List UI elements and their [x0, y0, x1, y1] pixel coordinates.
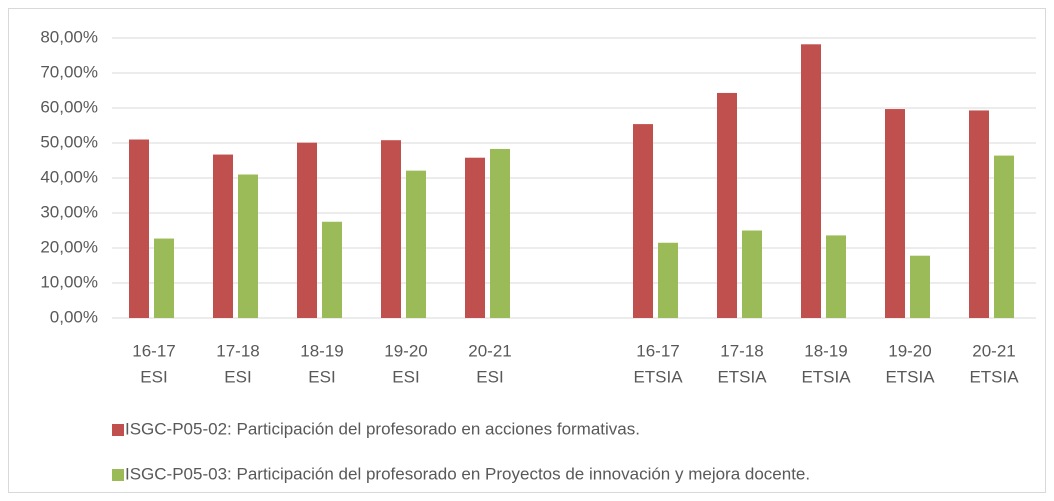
bar	[154, 238, 174, 318]
x-tick-label: 19-20	[888, 341, 931, 360]
bar	[238, 174, 258, 318]
bar	[465, 157, 485, 318]
x-tick-label: 20-21	[972, 341, 1015, 360]
bar	[994, 155, 1014, 318]
x-tick-label: 19-20	[384, 341, 427, 360]
bar	[742, 230, 762, 318]
x-tick-label: 18-19	[300, 341, 343, 360]
bar	[406, 170, 426, 318]
bar	[658, 242, 678, 318]
x-tick-label: ETSIA	[801, 367, 851, 386]
bar	[910, 255, 930, 318]
x-tick-label: 18-19	[804, 341, 847, 360]
x-tick-label: ETSIA	[969, 367, 1019, 386]
x-tick-label: 16-17	[636, 341, 679, 360]
bar	[129, 139, 149, 318]
x-tick-label: ESI	[224, 367, 251, 386]
x-tick-label: 17-18	[720, 341, 763, 360]
x-tick-label: ETSIA	[885, 367, 935, 386]
y-tick-label: 0,00%	[50, 307, 98, 326]
y-tick-label: 10,00%	[40, 272, 98, 291]
x-tick-label: 16-17	[132, 341, 175, 360]
bar	[717, 92, 737, 318]
bar	[826, 235, 846, 318]
y-tick-label: 60,00%	[40, 97, 98, 116]
bar	[490, 148, 510, 318]
y-tick-label: 40,00%	[40, 167, 98, 186]
legend-swatch	[112, 469, 124, 481]
legend-label: ISGC-P05-03: Participación del profesora…	[125, 464, 810, 483]
x-tick-label: ESI	[308, 367, 335, 386]
chart-frame	[8, 8, 1046, 493]
bar	[322, 221, 342, 318]
x-tick-label: ESI	[392, 367, 419, 386]
y-tick-label: 70,00%	[40, 62, 98, 81]
y-tick-label: 20,00%	[40, 237, 98, 256]
bar	[213, 154, 233, 318]
bar	[885, 109, 905, 318]
x-tick-label: ESI	[476, 367, 503, 386]
y-tick-label: 30,00%	[40, 202, 98, 221]
x-tick-label: ESI	[140, 367, 167, 386]
y-tick-label: 80,00%	[40, 27, 98, 46]
bar	[381, 140, 401, 318]
bar	[297, 142, 317, 318]
legend-label: ISGC-P05-02: Participación del profesora…	[125, 419, 640, 438]
x-tick-label: 20-21	[468, 341, 511, 360]
bar	[633, 124, 653, 318]
y-tick-label: 50,00%	[40, 132, 98, 151]
bar	[801, 44, 821, 319]
x-tick-label: 17-18	[216, 341, 259, 360]
x-tick-label: ETSIA	[633, 367, 683, 386]
bar	[969, 110, 989, 318]
x-tick-label: ETSIA	[717, 367, 767, 386]
legend-swatch	[112, 424, 124, 436]
